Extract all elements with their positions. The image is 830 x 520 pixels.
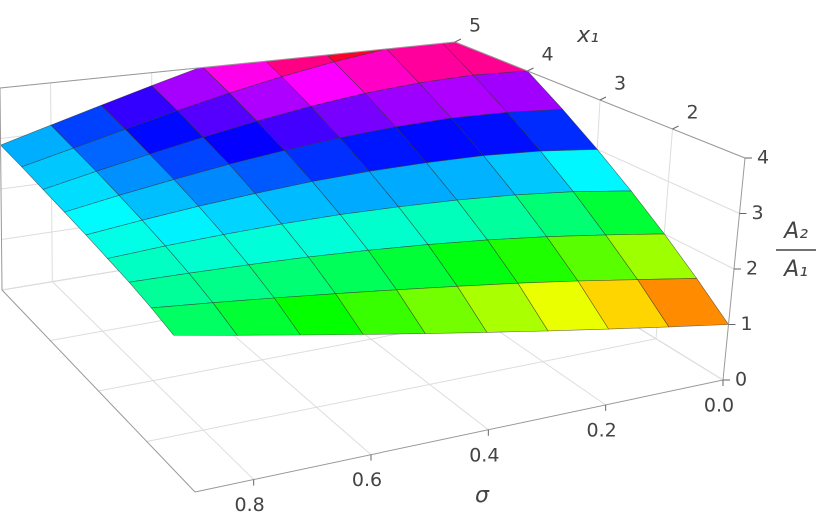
- x-tick-label: 0.8: [235, 494, 265, 516]
- box-front: 0.0 0.2 0.4 0.6 0.8 2 3 4 5 0 1 2 3 4: [0, 15, 769, 516]
- x-tick-label: 0.4: [469, 444, 499, 466]
- y-tick: [527, 67, 534, 72]
- grid-line: [146, 338, 657, 442]
- y-tick: [599, 96, 607, 101]
- z-tick-label: 1: [741, 313, 753, 335]
- y-tick: [454, 38, 462, 43]
- x-tick-label: 0.6: [352, 469, 382, 491]
- z-tick-label: 3: [752, 202, 764, 224]
- x-axis-label: σ: [475, 483, 490, 508]
- box-edge: [0, 87, 3, 291]
- z-tick-label: 2: [746, 258, 758, 280]
- surface-patch: [353, 42, 440, 50]
- box-edge: [1, 289, 196, 493]
- y-tick-label: 3: [614, 73, 626, 95]
- z-tick-label: 0: [735, 369, 747, 391]
- box-edge: [194, 379, 724, 493]
- labels: σ x₁ A₂ A₁: [475, 23, 816, 508]
- z-axis-label-denominator: A₁: [782, 257, 808, 282]
- surface: [0, 42, 730, 336]
- z-axis-label-numerator: A₂: [782, 219, 808, 244]
- y-tick-label: 5: [469, 15, 481, 37]
- surface-patch: [637, 278, 730, 328]
- box-edge: [0, 41, 456, 89]
- y-tick-label: 4: [541, 44, 553, 66]
- y-tick-label: 2: [686, 102, 698, 124]
- x-tick-label: 0.2: [587, 419, 617, 441]
- z-tick-label: 4: [757, 147, 769, 169]
- y-tick: [672, 125, 679, 130]
- y-axis-label: x₁: [576, 23, 599, 48]
- x-tick-label: 0.0: [704, 395, 734, 417]
